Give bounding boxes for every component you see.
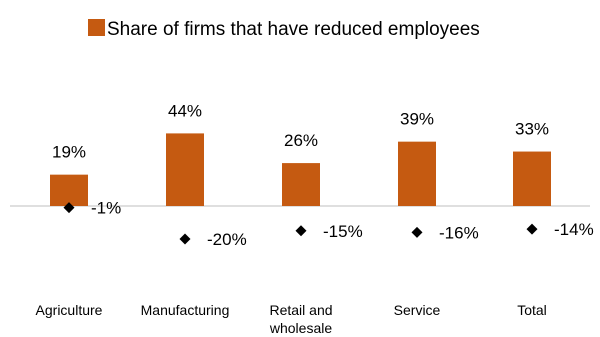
legend-swatch [88,19,105,36]
legend: Share of firms that have reduced employe… [88,19,480,40]
diamond-marker [411,226,423,238]
bar-value-label: 33% [515,120,549,139]
diamond-marker [295,225,307,237]
bar-value-label: 19% [52,143,86,162]
bar [513,151,551,206]
legend-label: Share of firms that have reduced employe… [107,19,480,40]
bar [282,163,320,206]
bar [166,133,204,206]
marker-value-label: -15% [323,222,363,241]
diamond-marker [526,223,538,235]
diamond-marker [63,202,75,214]
diamond-marker [179,233,191,245]
marker-value-label: -20% [207,230,247,249]
category-label: Retail and [269,302,332,318]
category-label: wholesale [269,320,332,336]
marker-value-label: -14% [554,220,594,239]
bar [398,141,436,206]
bar-value-label: 39% [400,110,434,129]
bar [50,174,88,206]
bar-value-label: 44% [168,101,202,120]
category-label: Service [394,302,441,318]
category-label: Total [517,302,547,318]
marker-value-label: -16% [439,223,479,242]
bar-value-label: 26% [284,131,318,150]
category-label: Agriculture [36,302,103,318]
plot-area: 19% -1% Agriculture 44% -20% Manufacturing 26%… [36,101,594,336]
marker-value-label: -1% [91,199,121,218]
category-label: Manufacturing [141,302,230,318]
